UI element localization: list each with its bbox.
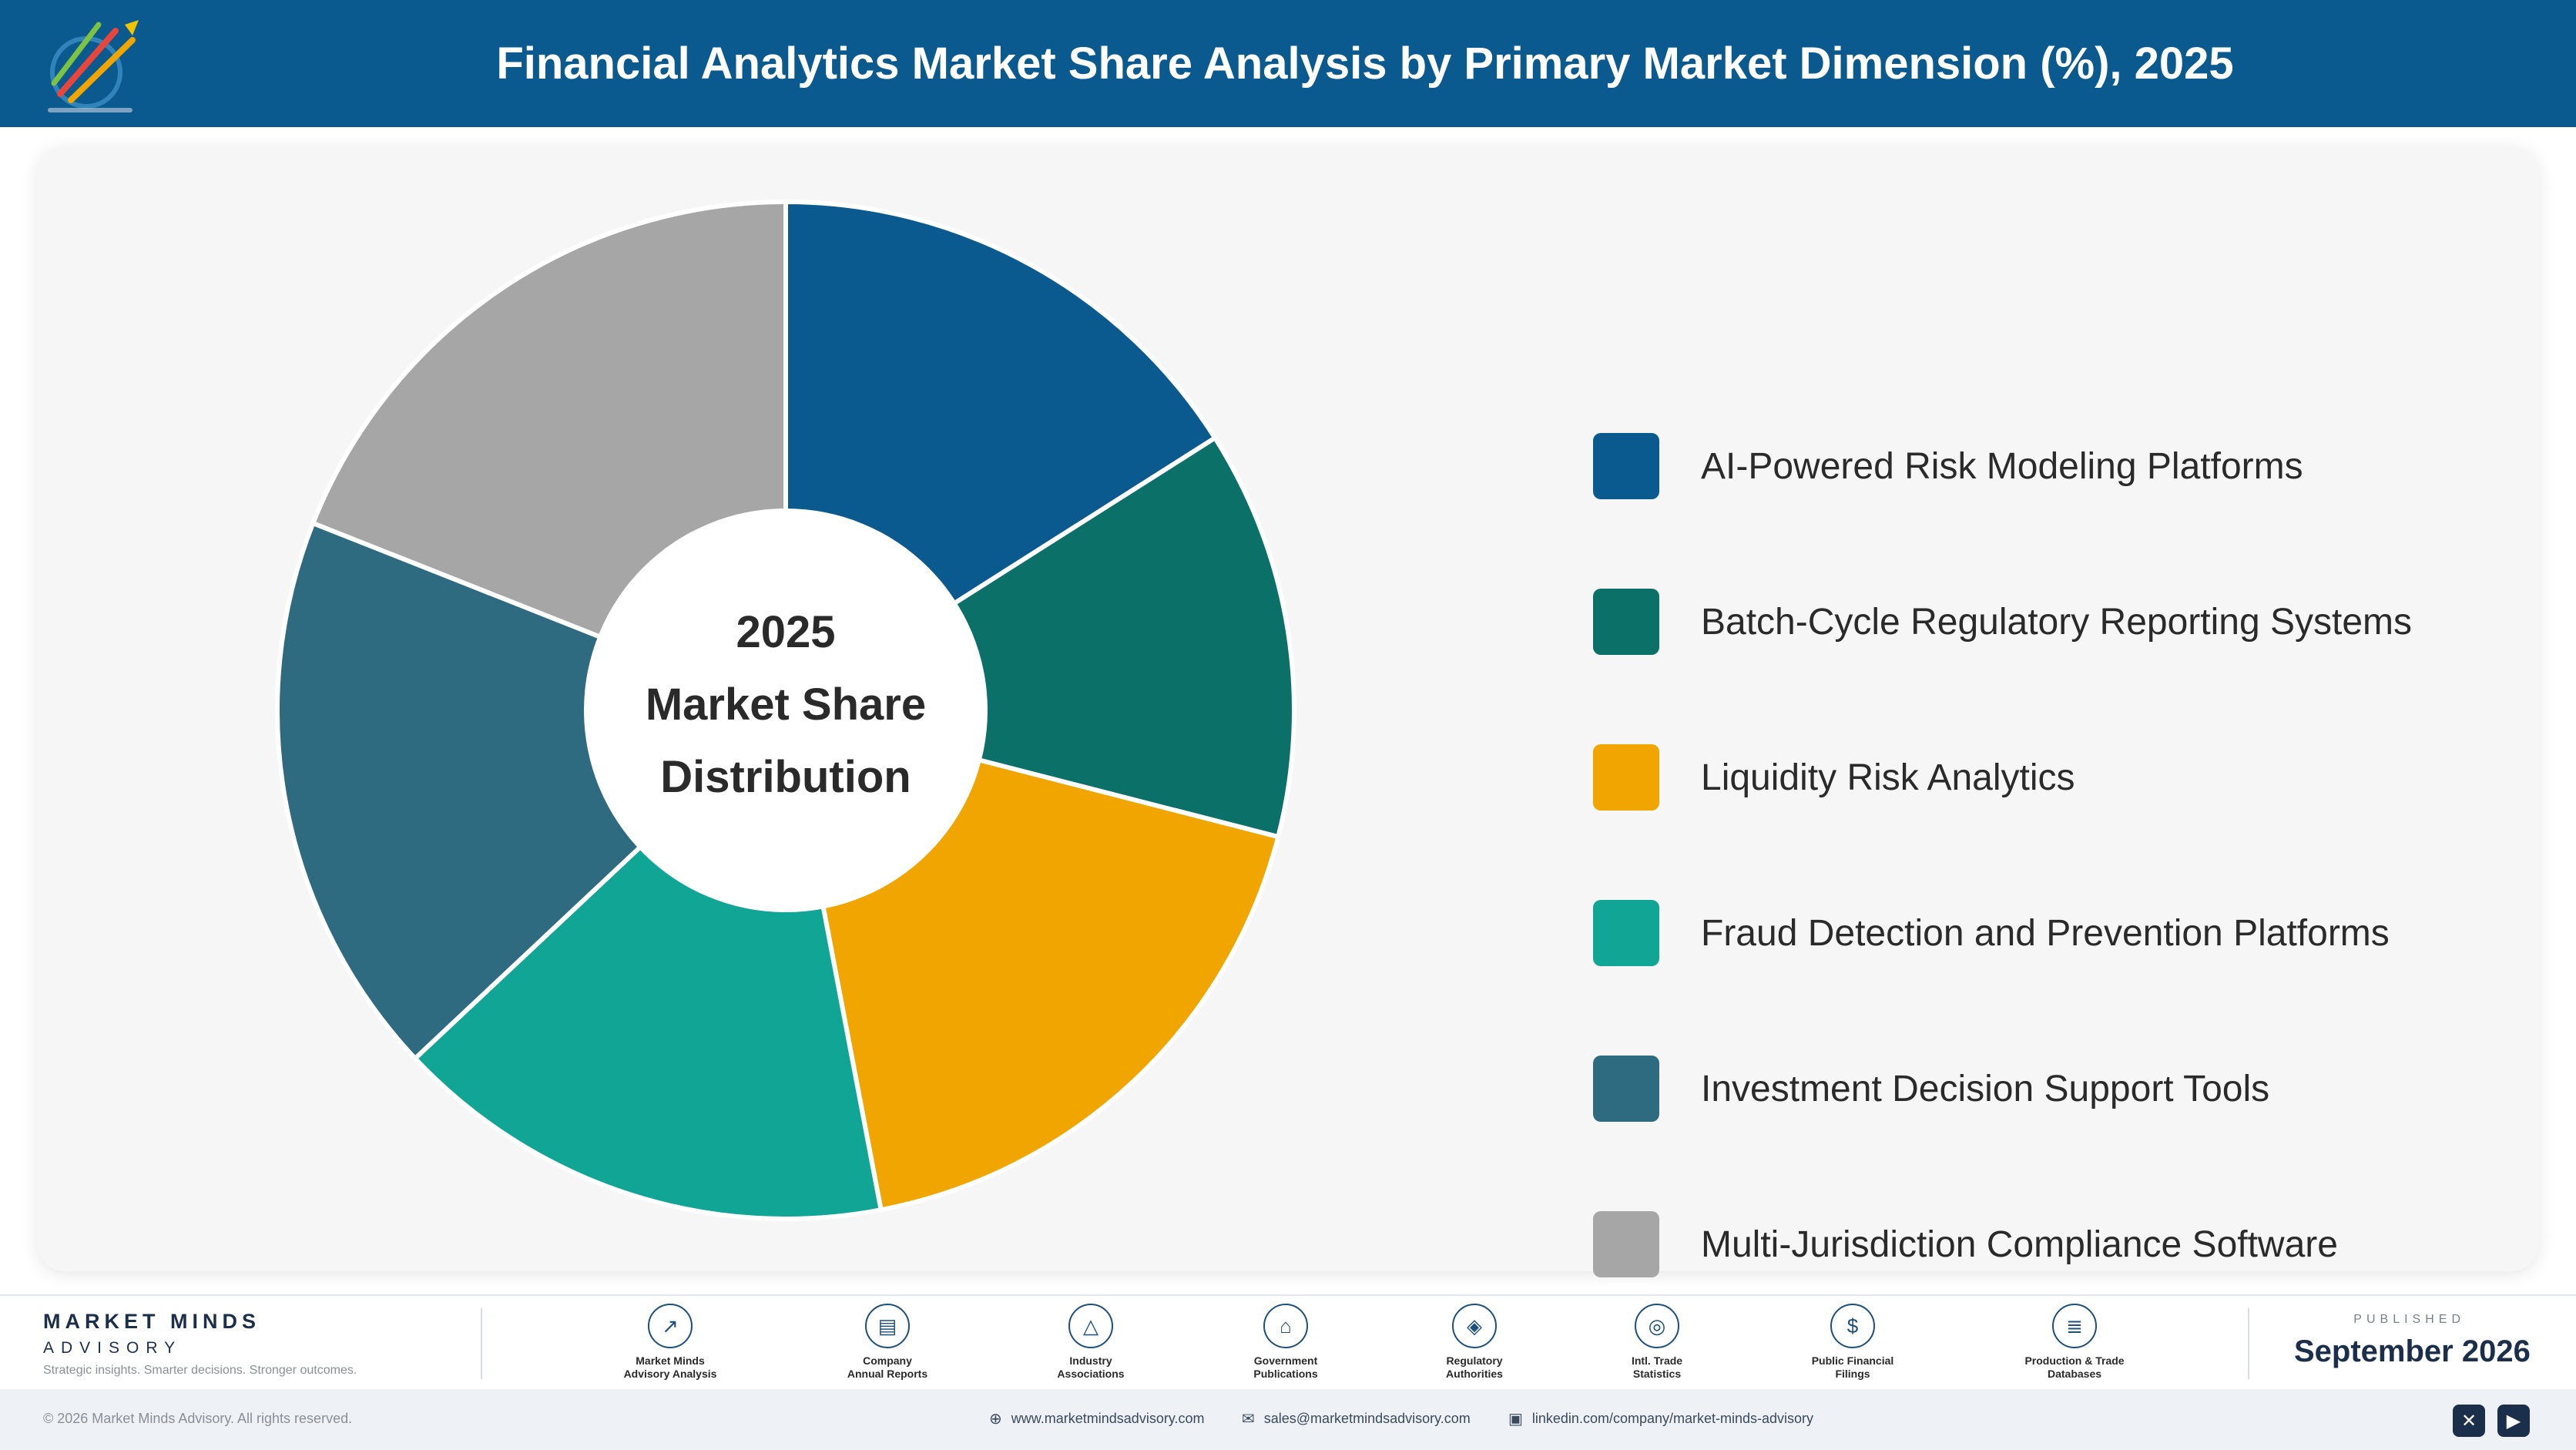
legend-item: Fraud Detection and Prevention Platforms [1593,898,2576,968]
shield-icon: ◈ [1452,1304,1497,1348]
legend-label: Batch-Cycle Regulatory Reporting Systems [1701,601,2413,643]
legend-swatch [1593,589,1659,655]
source-item: △ Industry Associations [1014,1304,1168,1381]
source-item: $ Public Financial Filings [1776,1304,1930,1381]
footer-divider [481,1308,482,1379]
legend-item: Liquidity Risk Analytics [1593,743,2576,812]
legend-label: AI-Powered Risk Modeling Platforms [1701,445,2303,487]
legend-item: Investment Decision Support Tools [1593,1054,2576,1123]
footer: MARKET MINDS ADVISORY Strategic insights… [0,1294,2576,1390]
company-logo [48,20,139,112]
legend-item: AI-Powered Risk Modeling Platforms [1593,431,2576,501]
donut-hole [584,509,988,912]
network-icon: △ [1068,1304,1113,1348]
mail-icon: ✉ [1242,1411,1255,1428]
website-link[interactable]: ⊕ www.marketmindsadvisory.com [989,1409,1205,1428]
source-label: Government Publications [1253,1354,1318,1380]
brand-subtitle: ADVISORY [43,1339,183,1357]
legend-swatch [1593,900,1659,966]
legend-label: Fraud Detection and Prevention Platforms [1701,912,2390,954]
chart-card: 2025 Market Share Distribution AI-Powere… [37,146,2539,1277]
legend-swatch [1593,1056,1659,1122]
email-link[interactable]: ✉ sales@marketmindsadvisory.com [1242,1409,1471,1428]
source-item: ≣ Production & Trade Databases [1997,1304,2152,1381]
legend-item: Batch-Cycle Regulatory Reporting Systems [1593,587,2576,656]
published-date: September 2026 [2294,1334,2531,1368]
legend-label: Liquidity Risk Analytics [1701,757,2075,798]
source-label: Intl. Trade Statistics [1631,1354,1683,1380]
legend-swatch [1593,1211,1659,1277]
legend-swatch [1593,744,1659,811]
globe-icon: ◎ [1635,1304,1679,1348]
linkedin-text: linkedin.com/company/market-minds-adviso… [1531,1411,1814,1426]
legend-label: Investment Decision Support Tools [1701,1068,2270,1109]
source-item: ◎ Intl. Trade Statistics [1580,1304,1734,1381]
center-label-year: 2025 [736,607,835,657]
legend-label: Multi-Jurisdiction Compliance Software [1701,1223,2338,1265]
published-label-text: PUBLISHED [2353,1313,2465,1326]
source-label: Regulatory Authorities [1446,1354,1503,1380]
x-social-icon[interactable]: ✕ [2453,1405,2485,1437]
page-title: Financial Analytics Market Share Analysi… [496,39,2234,89]
email-text: sales@marketmindsadvisory.com [1263,1411,1471,1426]
brand-tagline: Strategic insights. Smarter decisions. S… [43,1364,357,1377]
center-label-line2: Market Share [646,680,926,730]
source-item: ◈ Regulatory Authorities [1397,1304,1551,1381]
linkedin-icon: ▣ [1508,1411,1523,1428]
source-item: ↗ Market Minds Advisory Analysis [593,1304,747,1381]
copyright-text: © 2026 Market Minds Advisory. All rights… [43,1411,353,1426]
government-icon: ⌂ [1263,1304,1308,1348]
center-label-line3: Distribution [660,752,911,802]
source-label: Public Financial Filings [1811,1354,1894,1380]
source-label: Company Annual Reports [847,1354,928,1380]
source-label: Industry Associations [1057,1354,1125,1380]
website-text: www.marketmindsadvisory.com [1011,1411,1205,1426]
header-bar: Financial Analytics Market Share Analysi… [0,0,2576,127]
source-item: ▤ Company Annual Reports [810,1304,964,1381]
legend-swatch [1593,433,1659,499]
pie-slice-5 [275,520,790,1062]
source-label: Market Minds Advisory Analysis [623,1354,717,1380]
trend-icon: ↗ [648,1304,693,1348]
database-icon: ≣ [2052,1304,2097,1348]
dollar-icon: $ [1830,1304,1875,1348]
legend-item: Multi-Jurisdiction Compliance Software [1593,1210,2576,1279]
document-icon: ▤ [865,1304,910,1348]
youtube-icon[interactable]: ▶ [2497,1405,2530,1437]
brand-name: MARKET MINDS [43,1310,260,1333]
donut-chart: 2025 Market Share Distribution [275,199,1296,1221]
bottom-bar: © 2026 Market Minds Advisory. All rights… [0,1389,2576,1450]
footer-divider [2248,1308,2249,1379]
source-label: Production & Trade Databases [2024,1354,2125,1380]
globe-icon: ⊕ [989,1411,1002,1428]
linkedin-link[interactable]: ▣ linkedin.com/company/market-minds-advi… [1508,1409,1813,1428]
source-item: ⌂ Government Publications [1209,1304,1363,1381]
